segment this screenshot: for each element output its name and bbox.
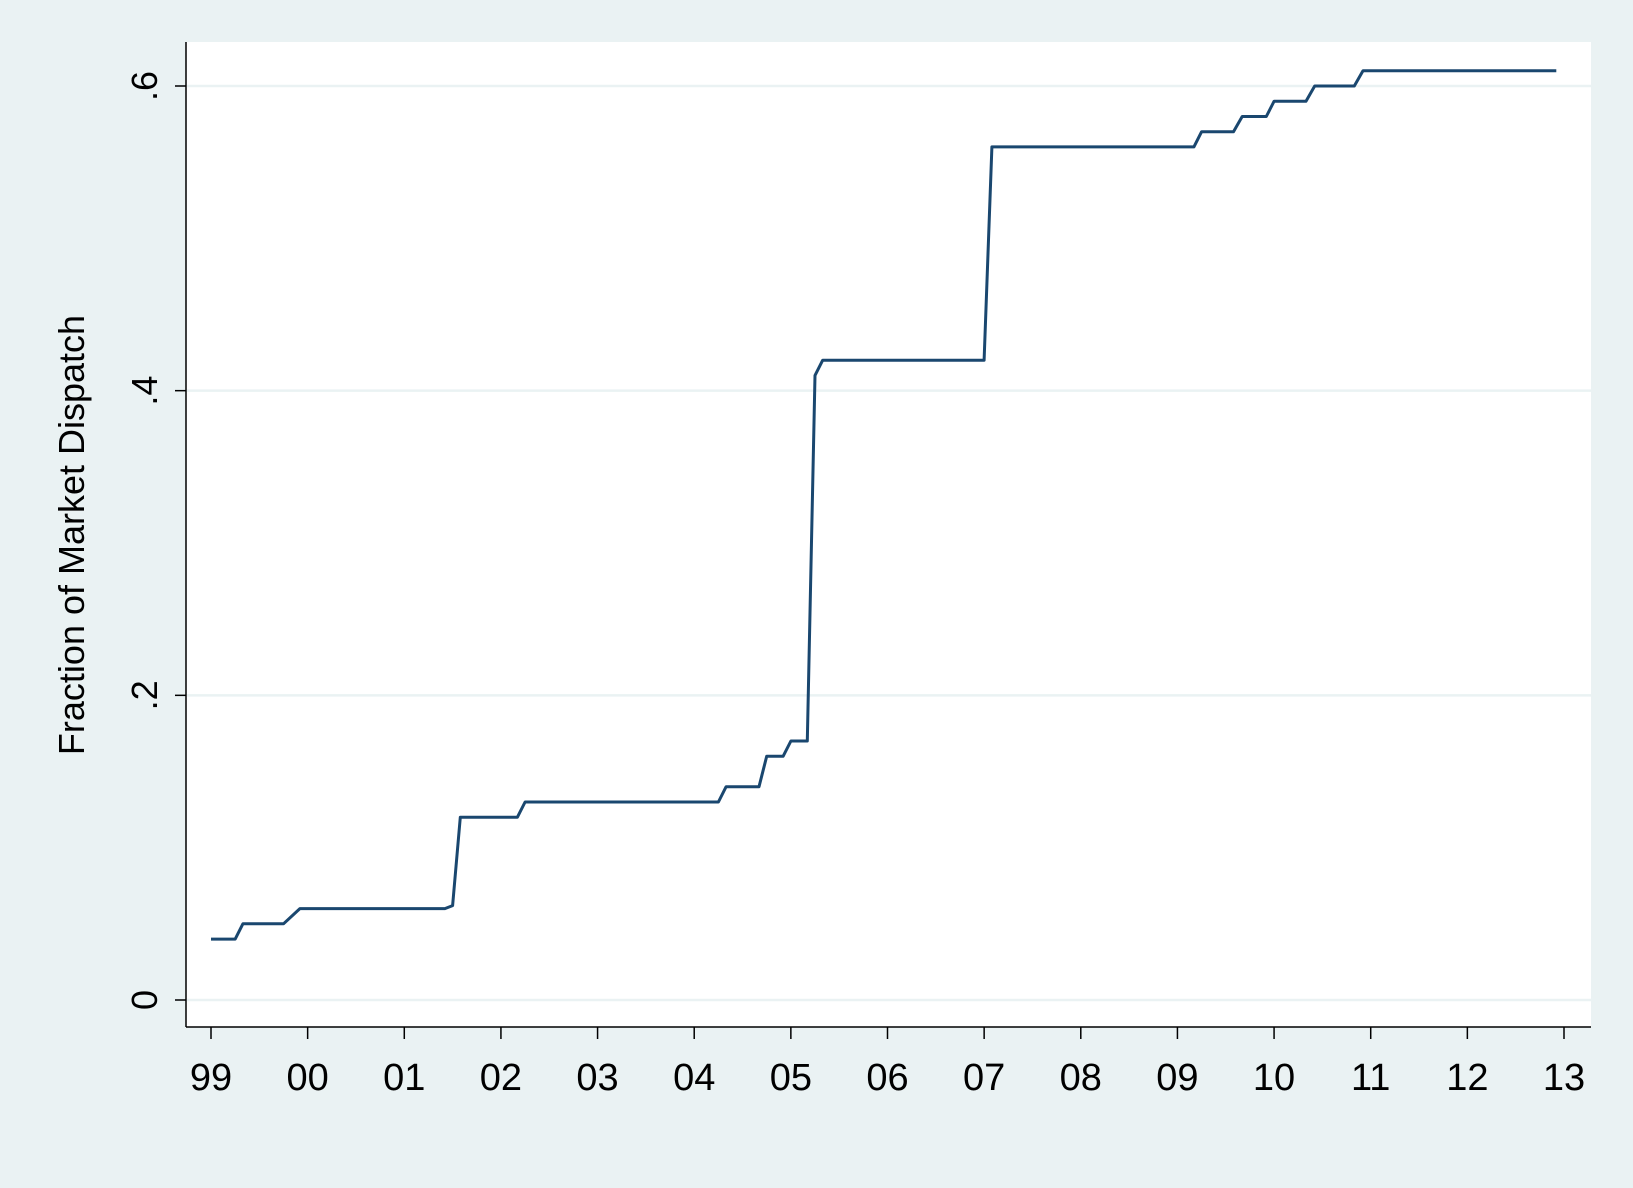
y-tick-label: .4	[124, 376, 165, 406]
y-tick-label: 0	[124, 990, 165, 1010]
y-tick-label: .6	[124, 71, 165, 101]
y-tick-label: .2	[124, 680, 165, 710]
x-tick-label: 99	[190, 1057, 232, 1099]
x-tick-label: 04	[673, 1057, 715, 1099]
x-tick-label: 03	[576, 1057, 618, 1099]
x-axis-ticks: 99 00 01 02 03 04 05 06 07 08 09 10 11 12 13	[190, 1027, 1585, 1099]
x-tick-label: 08	[1060, 1057, 1102, 1099]
series-group	[211, 69, 1557, 941]
plot-area	[186, 42, 1591, 1027]
series-line	[211, 69, 1557, 941]
x-tick-label: 02	[480, 1057, 522, 1099]
grid-lines	[187, 84, 1591, 1002]
x-tick-label: 13	[1543, 1057, 1585, 1099]
x-tick-label: 10	[1253, 1057, 1295, 1099]
x-tick-label: 11	[1351, 1057, 1390, 1099]
y-axis-label: Fraction of Market Dispatch	[51, 315, 92, 755]
x-tick-label: 12	[1446, 1057, 1488, 1099]
y-axis-ticks: 0 .2 .4 .6	[124, 71, 186, 1010]
x-tick-label: 07	[963, 1057, 1005, 1099]
x-tick-label: 01	[383, 1057, 425, 1099]
x-tick-label: 05	[770, 1057, 812, 1099]
x-tick-label: 09	[1156, 1057, 1198, 1099]
x-tick-label: 00	[287, 1057, 329, 1099]
x-tick-label: 06	[866, 1057, 908, 1099]
